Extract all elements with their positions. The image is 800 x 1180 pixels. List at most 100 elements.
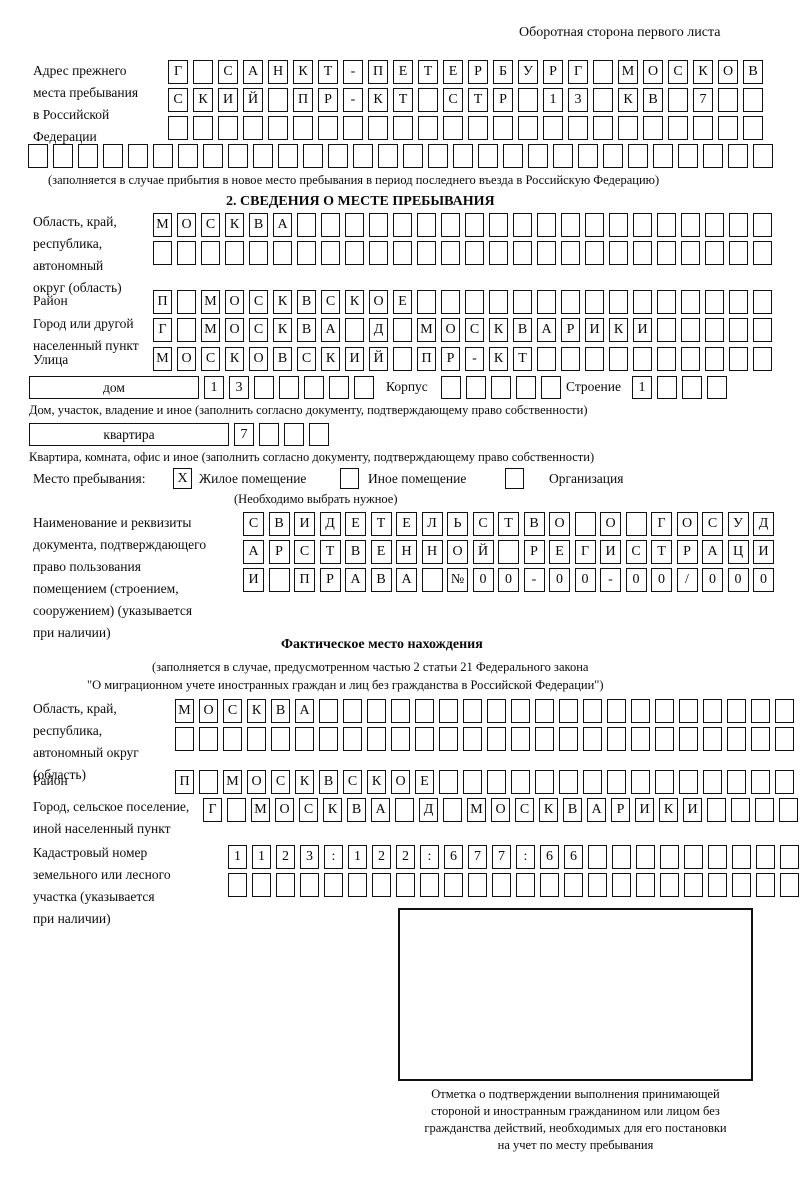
char-cell[interactable] bbox=[439, 699, 458, 723]
char-cell[interactable] bbox=[684, 845, 703, 869]
char-cell[interactable] bbox=[583, 727, 602, 751]
char-cell[interactable] bbox=[607, 770, 626, 794]
char-cell[interactable] bbox=[559, 770, 578, 794]
char-cell[interactable]: К bbox=[659, 798, 678, 822]
char-cell[interactable] bbox=[561, 213, 580, 237]
char-cell[interactable]: Н bbox=[421, 540, 443, 564]
char-cell[interactable] bbox=[585, 290, 604, 314]
char-cell[interactable]: В bbox=[743, 60, 763, 84]
char-cell[interactable]: В bbox=[297, 318, 316, 342]
char-cell[interactable] bbox=[369, 213, 388, 237]
char-cell[interactable]: Р bbox=[676, 540, 698, 564]
char-cell[interactable] bbox=[657, 290, 676, 314]
char-cell[interactable] bbox=[679, 770, 698, 794]
char-cell[interactable] bbox=[345, 213, 364, 237]
char-cell[interactable]: Р bbox=[468, 60, 488, 84]
char-cell[interactable] bbox=[679, 727, 698, 751]
char-cell[interactable] bbox=[753, 318, 772, 342]
char-cell[interactable] bbox=[441, 376, 461, 399]
char-cell[interactable]: Р bbox=[611, 798, 630, 822]
char-cell[interactable]: О bbox=[177, 213, 196, 237]
char-cell[interactable]: 2 bbox=[276, 845, 295, 869]
char-cell[interactable] bbox=[28, 144, 48, 168]
char-cell[interactable]: Ь bbox=[447, 512, 468, 536]
char-cell[interactable] bbox=[319, 727, 338, 751]
char-cell[interactable] bbox=[393, 347, 412, 371]
char-cell[interactable] bbox=[249, 241, 268, 265]
char-cell[interactable] bbox=[518, 116, 538, 140]
char-cell[interactable] bbox=[177, 241, 196, 265]
char-cell[interactable]: С bbox=[702, 512, 723, 536]
char-cell[interactable]: С bbox=[168, 88, 188, 112]
char-cell[interactable] bbox=[309, 423, 329, 446]
char-cell[interactable] bbox=[583, 699, 602, 723]
char-cell[interactable] bbox=[199, 770, 218, 794]
char-cell[interactable]: К bbox=[321, 347, 340, 371]
char-cell[interactable]: М bbox=[618, 60, 638, 84]
char-cell[interactable]: 6 bbox=[564, 845, 583, 869]
char-cell[interactable]: Р bbox=[268, 540, 290, 564]
char-cell[interactable]: И bbox=[753, 540, 774, 564]
char-cell[interactable]: Е bbox=[415, 770, 434, 794]
char-cell[interactable] bbox=[559, 699, 578, 723]
char-cell[interactable]: И bbox=[585, 318, 604, 342]
char-cell[interactable] bbox=[489, 213, 508, 237]
char-cell[interactable]: Р bbox=[318, 88, 338, 112]
char-cell[interactable]: О bbox=[491, 798, 510, 822]
char-cell[interactable]: С bbox=[343, 770, 362, 794]
char-cell[interactable] bbox=[103, 144, 123, 168]
char-cell[interactable] bbox=[655, 727, 674, 751]
char-cell[interactable] bbox=[727, 727, 746, 751]
char-cell[interactable] bbox=[177, 290, 196, 314]
char-cell[interactable]: И bbox=[345, 347, 364, 371]
char-cell[interactable]: П bbox=[153, 290, 172, 314]
char-cell[interactable]: О bbox=[643, 60, 663, 84]
char-cell[interactable] bbox=[728, 144, 748, 168]
char-cell[interactable]: М bbox=[201, 290, 220, 314]
char-cell[interactable] bbox=[268, 88, 288, 112]
char-cell[interactable]: Н bbox=[268, 60, 288, 84]
char-cell[interactable] bbox=[492, 873, 511, 897]
char-cell[interactable]: А bbox=[345, 568, 366, 592]
char-cell[interactable]: В bbox=[319, 770, 338, 794]
char-cell[interactable] bbox=[439, 727, 458, 751]
char-cell[interactable]: - bbox=[343, 60, 363, 84]
char-cell[interactable]: Р bbox=[493, 88, 513, 112]
char-cell[interactable] bbox=[727, 770, 746, 794]
char-cell[interactable] bbox=[391, 727, 410, 751]
char-cell[interactable]: : bbox=[420, 845, 439, 869]
char-cell[interactable] bbox=[168, 116, 188, 140]
char-cell[interactable] bbox=[751, 727, 770, 751]
char-cell[interactable] bbox=[753, 290, 772, 314]
char-cell[interactable] bbox=[657, 347, 676, 371]
char-cell[interactable]: Р bbox=[561, 318, 580, 342]
char-cell[interactable] bbox=[420, 873, 439, 897]
char-cell[interactable]: Т bbox=[418, 60, 438, 84]
char-cell[interactable] bbox=[403, 144, 423, 168]
char-cell[interactable]: К bbox=[609, 318, 628, 342]
char-cell[interactable]: О bbox=[549, 512, 570, 536]
char-cell[interactable] bbox=[729, 347, 748, 371]
char-cell[interactable] bbox=[428, 144, 448, 168]
checkbox-other-premises[interactable] bbox=[340, 468, 359, 489]
char-cell[interactable] bbox=[753, 241, 772, 265]
char-cell[interactable] bbox=[657, 376, 677, 399]
char-cell[interactable]: 0 bbox=[702, 568, 723, 592]
char-cell[interactable] bbox=[254, 376, 274, 399]
char-cell[interactable] bbox=[218, 116, 238, 140]
char-cell[interactable] bbox=[353, 144, 373, 168]
char-cell[interactable] bbox=[681, 318, 700, 342]
char-cell[interactable] bbox=[178, 144, 198, 168]
char-cell[interactable] bbox=[295, 727, 314, 751]
char-cell[interactable]: 0 bbox=[472, 568, 494, 592]
char-cell[interactable] bbox=[541, 376, 561, 399]
char-cell[interactable]: К bbox=[323, 798, 342, 822]
char-cell[interactable] bbox=[729, 241, 748, 265]
char-cell[interactable]: 3 bbox=[229, 376, 249, 399]
char-cell[interactable]: 1 bbox=[252, 845, 271, 869]
char-cell[interactable]: Й bbox=[472, 540, 494, 564]
char-cell[interactable] bbox=[463, 727, 482, 751]
char-cell[interactable]: К bbox=[345, 290, 364, 314]
char-cell[interactable]: 0 bbox=[651, 568, 672, 592]
char-cell[interactable] bbox=[588, 873, 607, 897]
